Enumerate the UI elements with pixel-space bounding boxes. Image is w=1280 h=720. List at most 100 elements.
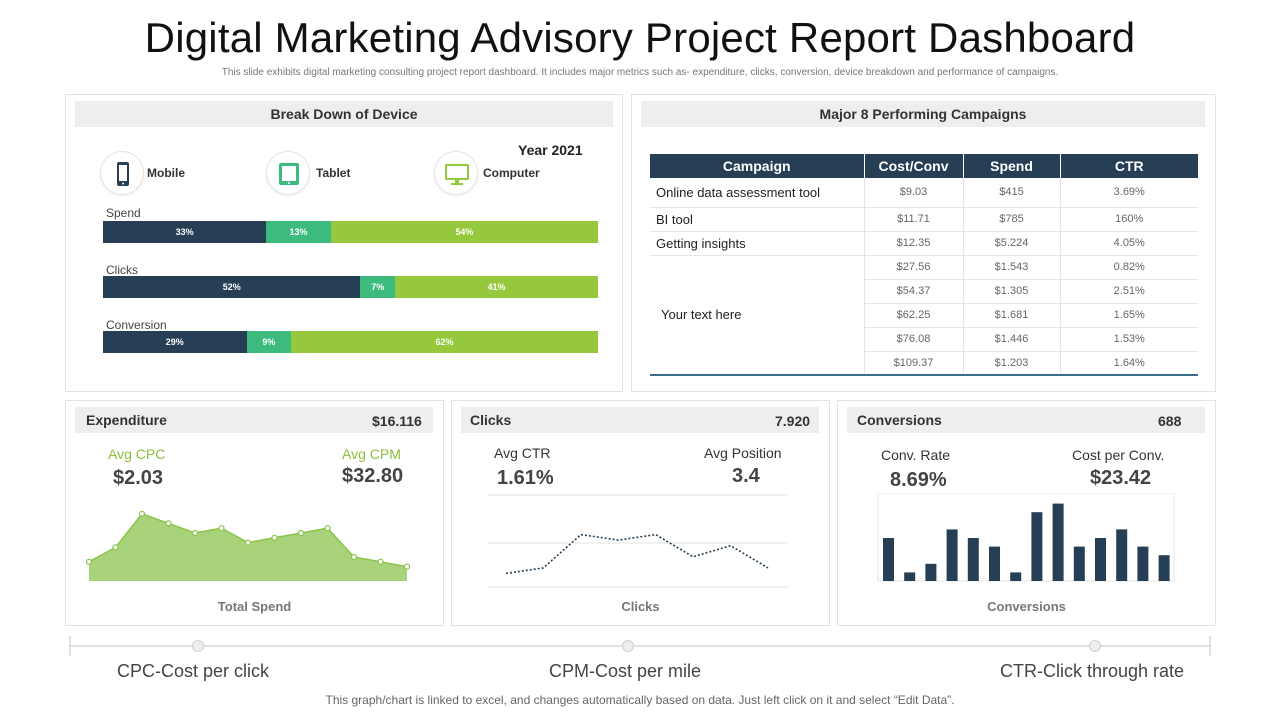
avg-position-label: Avg Position [704,445,782,461]
cell-cost: $12.35 [864,231,964,256]
expenditure-panel: Expenditure $16.116 Avg CPC $2.03 Avg CP… [65,400,444,626]
page-subtitle: This slide exhibits digital marketing co… [221,67,1059,78]
cost-per-conv-value: $23.42 [1090,467,1152,489]
conversion-bar [1095,538,1106,581]
tablet-icon [266,151,310,195]
table-row: $54.37 $1.305 2.51% [650,279,1198,304]
conversion-bar [904,572,916,581]
device-label-computer: Computer [483,166,540,180]
device-panel: Break Down of Device Year 2021 Mobile Ta… [65,94,623,392]
legend-timeline [69,636,1211,656]
conversions-bar-chart [877,493,1175,582]
area-point [244,539,252,546]
table-row: BI tool $11.71 $785 160% [650,207,1198,232]
cell-placeholder: Your text here [650,255,865,376]
area-point [297,529,305,537]
cell-ctr: 0.82% [1060,255,1198,280]
conversion-bar [1073,546,1085,581]
stack-spend: 33% 13% 54% [103,221,598,243]
conversion-bar [967,538,979,581]
cell-cost: $76.08 [864,327,964,352]
col-header-spend: Spend [963,154,1061,178]
expenditure-title: Expenditure [75,407,433,433]
area-point [85,558,93,565]
bar-label-conversion: Conversion [106,318,167,332]
cell-cost: $109.37 [864,351,964,376]
area-point [271,534,278,541]
campaigns-table: Campaign Cost/Conv Spend CTR Online data… [650,154,1198,376]
avg-cpm-label: Avg CPM [342,446,401,462]
clicks-title: Clicks [461,407,819,433]
table-row: $62.25 $1.681 1.65% [650,303,1198,328]
conversion-bar [1031,512,1043,581]
cell-spend: $5.224 [963,231,1061,256]
area-point [377,558,384,565]
conversion-bar [1052,503,1064,581]
segment-tablet: 7% [360,276,396,298]
segment-mobile: 52% [103,276,361,298]
spend-area-chart [85,510,411,581]
cell-cost: $11.71 [864,207,964,232]
conversions-panel: Conversions 688 Conv. Rate 8.69% Cost pe… [837,400,1216,626]
table-row: Online data assessment tool $9.03 $415 3… [650,178,1198,208]
computer-icon [434,151,478,195]
cell-campaign: Online data assessment tool [650,178,865,208]
cell-campaign: Getting insights [650,231,865,256]
cell-ctr: 1.53% [1060,327,1198,352]
conversions-caption: Conversions [987,599,1066,614]
cell-ctr: 3.69% [1060,178,1198,208]
avg-ctr-label: Avg CTR [494,445,551,461]
cell-spend: $1.305 [963,279,1061,304]
mobile-icon [100,151,144,195]
segment-mobile: 29% [103,331,247,353]
cell-ctr: 1.65% [1060,303,1198,328]
area-fill [89,513,407,581]
bar-label-spend: Spend [106,206,141,220]
timeline-dot [1089,640,1101,652]
cell-spend: $785 [963,207,1061,232]
conversion-bar [925,563,937,581]
cell-cost: $54.37 [864,279,964,304]
segment-tablet: 9% [246,331,292,353]
conversion-bar [1116,529,1128,581]
conv-rate-label: Conv. Rate [881,447,950,463]
expenditure-total: $16.116 [372,413,422,429]
col-header-cost-conv: Cost/Conv [864,154,964,178]
cell-cost: $62.25 [864,303,964,328]
clicks-caption: Clicks [621,599,660,614]
cell-spend: $1.446 [963,327,1061,352]
cell-cost: $9.03 [864,178,964,208]
segment-computer: 41% [395,276,598,298]
conv-rate-value: 8.69% [890,469,947,491]
table-row: $109.37 $1.203 1.64% [650,351,1198,376]
bar-label-clicks: Clicks [106,263,138,277]
segment-computer: 62% [291,331,598,353]
cell-spend: $1.543 [963,255,1061,280]
avg-ctr-value: 1.61% [497,467,554,489]
cell-spend: $1.681 [963,303,1061,328]
cell-ctr: 4.05% [1060,231,1198,256]
area-point [350,553,358,561]
footer-note: This graph/chart is linked to excel, and… [325,693,955,707]
area-point [112,544,119,551]
legend-ctr: CTR-Click through rate [1000,661,1185,681]
cell-spend: $415 [963,178,1061,208]
stack-conversion: 29% 9% 62% [103,331,598,353]
cell-cost: $27.56 [864,255,964,280]
clicks-line-chart [488,494,788,588]
clicks-total: 7.920 [775,413,811,429]
area-point [138,510,146,517]
conversions-total: 688 [1158,413,1182,429]
legend-cpc: CPC-Cost per click [117,661,270,681]
avg-cpc-label: Avg CPC [108,446,166,462]
area-point [218,525,225,532]
avg-cpm-value: $32.80 [342,465,404,487]
clicks-panel: Clicks 7.920 Avg CTR 1.61% Avg Position … [451,400,830,626]
conversion-bar [1137,546,1149,581]
timeline-dot [192,640,204,652]
cell-campaign: BI tool [650,207,865,232]
device-panel-title: Break Down of Device [75,101,613,127]
page-title: Digital Marketing Advisory Project Repor… [144,14,1136,61]
conversion-bar [989,546,1000,581]
conversion-bar [883,538,894,581]
